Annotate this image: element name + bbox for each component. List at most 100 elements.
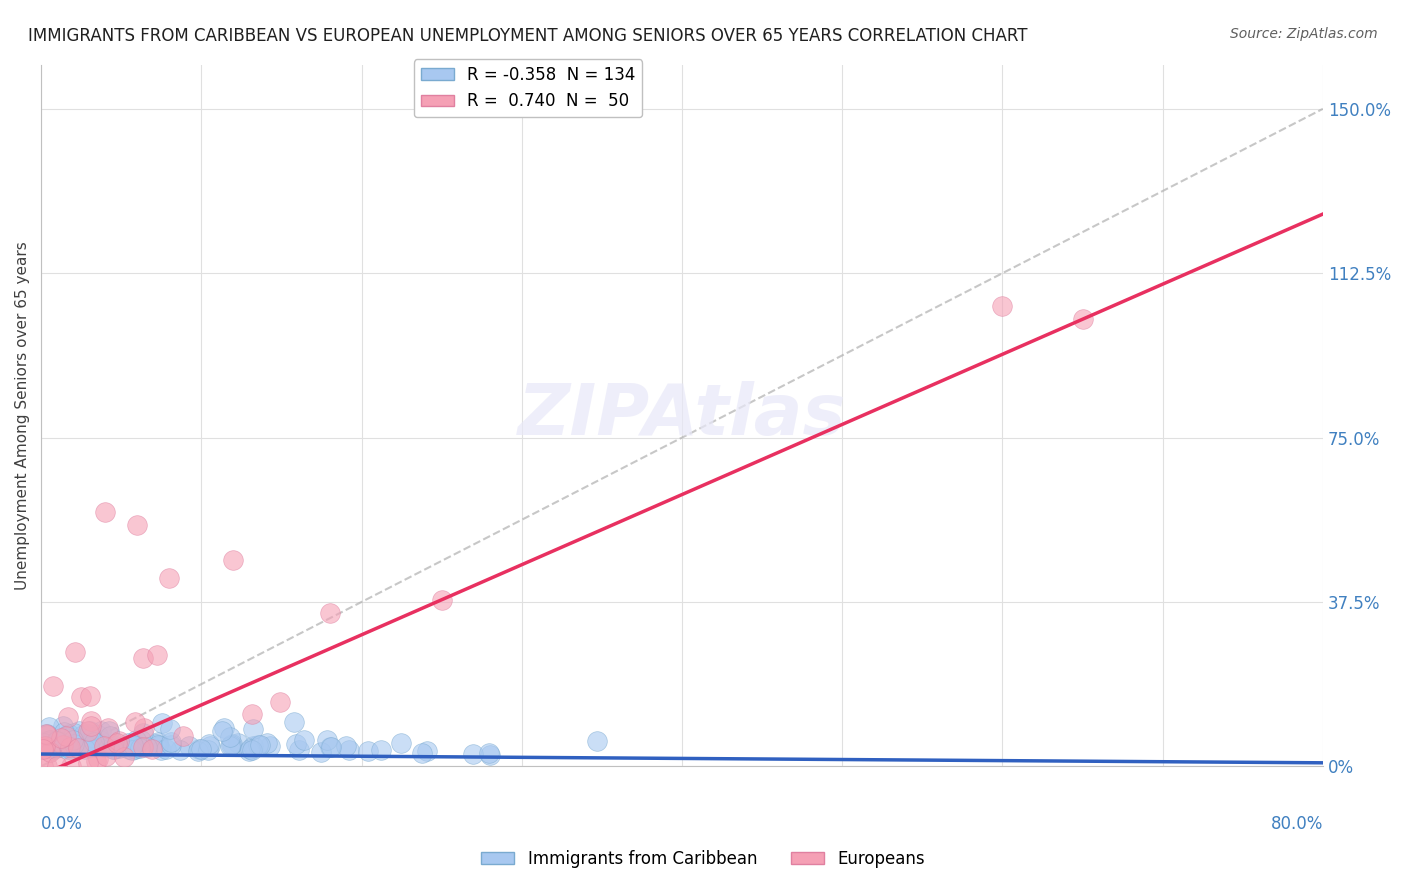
Point [222, 553, 245, 567]
Point [80, 730, 103, 744]
Point [239, 742, 262, 756]
Point [46, 735, 69, 749]
Point [259, 739, 281, 753]
Point [125, 732, 148, 747]
Point [52, 724, 75, 739]
Point [82, 739, 104, 754]
Point [337, 743, 360, 757]
Point [132, 651, 155, 665]
Point [38, 739, 60, 754]
Point [34, 734, 56, 748]
Point [117, 736, 139, 750]
Point [83, 734, 105, 748]
Point [58, 742, 80, 756]
Point [42, 679, 65, 693]
Point [79, 740, 101, 755]
Point [56, 728, 79, 742]
Point [63, 737, 86, 751]
Point [283, 714, 305, 729]
Point [104, 741, 127, 756]
Point [190, 742, 212, 756]
Point [221, 737, 243, 751]
Point [63, 726, 86, 740]
Point [160, 738, 183, 752]
Point [269, 695, 291, 709]
Point [87, 736, 110, 750]
Point [157, 571, 180, 585]
Point [56, 741, 79, 756]
Point [319, 740, 342, 755]
Point [31, 742, 53, 756]
Point [80, 736, 103, 750]
Point [89, 733, 111, 747]
Point [155, 741, 177, 756]
Point [35, 727, 58, 741]
Point [86, 728, 108, 742]
Point [39, 734, 62, 748]
Point [97, 724, 120, 739]
Point [66, 741, 89, 756]
Point [226, 736, 249, 750]
Point [35, 728, 58, 742]
Point [45, 738, 67, 752]
Point [58, 727, 80, 741]
Point [101, 742, 124, 756]
Point [76, 735, 98, 749]
Point [56, 739, 79, 754]
Point [285, 737, 308, 751]
Point [77, 735, 100, 749]
Point [187, 744, 209, 758]
Point [125, 741, 148, 756]
Point [93, 739, 115, 753]
Point [240, 707, 263, 722]
Point [63, 645, 86, 659]
Point [49, 735, 72, 749]
Point [129, 740, 152, 755]
Point [112, 749, 135, 764]
Point [75, 735, 97, 749]
Point [479, 747, 502, 762]
Point [52, 718, 75, 732]
Point [197, 743, 219, 757]
Point [56, 710, 79, 724]
Point [292, 732, 315, 747]
Point [135, 739, 157, 754]
Point [62, 733, 84, 747]
Point [52, 738, 75, 752]
Point [79, 689, 101, 703]
Point [198, 739, 221, 754]
Point [93, 739, 115, 754]
Point [108, 741, 131, 756]
Point [463, 747, 485, 762]
Point [249, 739, 271, 753]
Point [321, 740, 343, 755]
Point [39, 740, 62, 755]
Point [219, 739, 242, 753]
Point [146, 739, 169, 753]
Point [219, 730, 242, 744]
Point [94, 505, 117, 519]
Point [112, 739, 135, 754]
Point [76, 756, 98, 771]
Point [56, 739, 79, 753]
Point [152, 715, 174, 730]
Point [118, 741, 141, 756]
Point [318, 606, 340, 620]
Point [67, 741, 90, 756]
Point [32, 740, 55, 755]
Point [79, 724, 101, 739]
Point [132, 739, 155, 754]
Point [309, 745, 332, 759]
Point [49, 740, 72, 755]
Point [416, 744, 439, 758]
Point [146, 735, 169, 749]
Point [103, 741, 125, 756]
Point [335, 739, 357, 753]
Point [991, 299, 1014, 313]
Point [32, 759, 55, 773]
Point [55, 730, 77, 744]
Point [256, 736, 278, 750]
Point [240, 743, 263, 757]
Point [197, 737, 219, 751]
Point [32, 739, 55, 754]
